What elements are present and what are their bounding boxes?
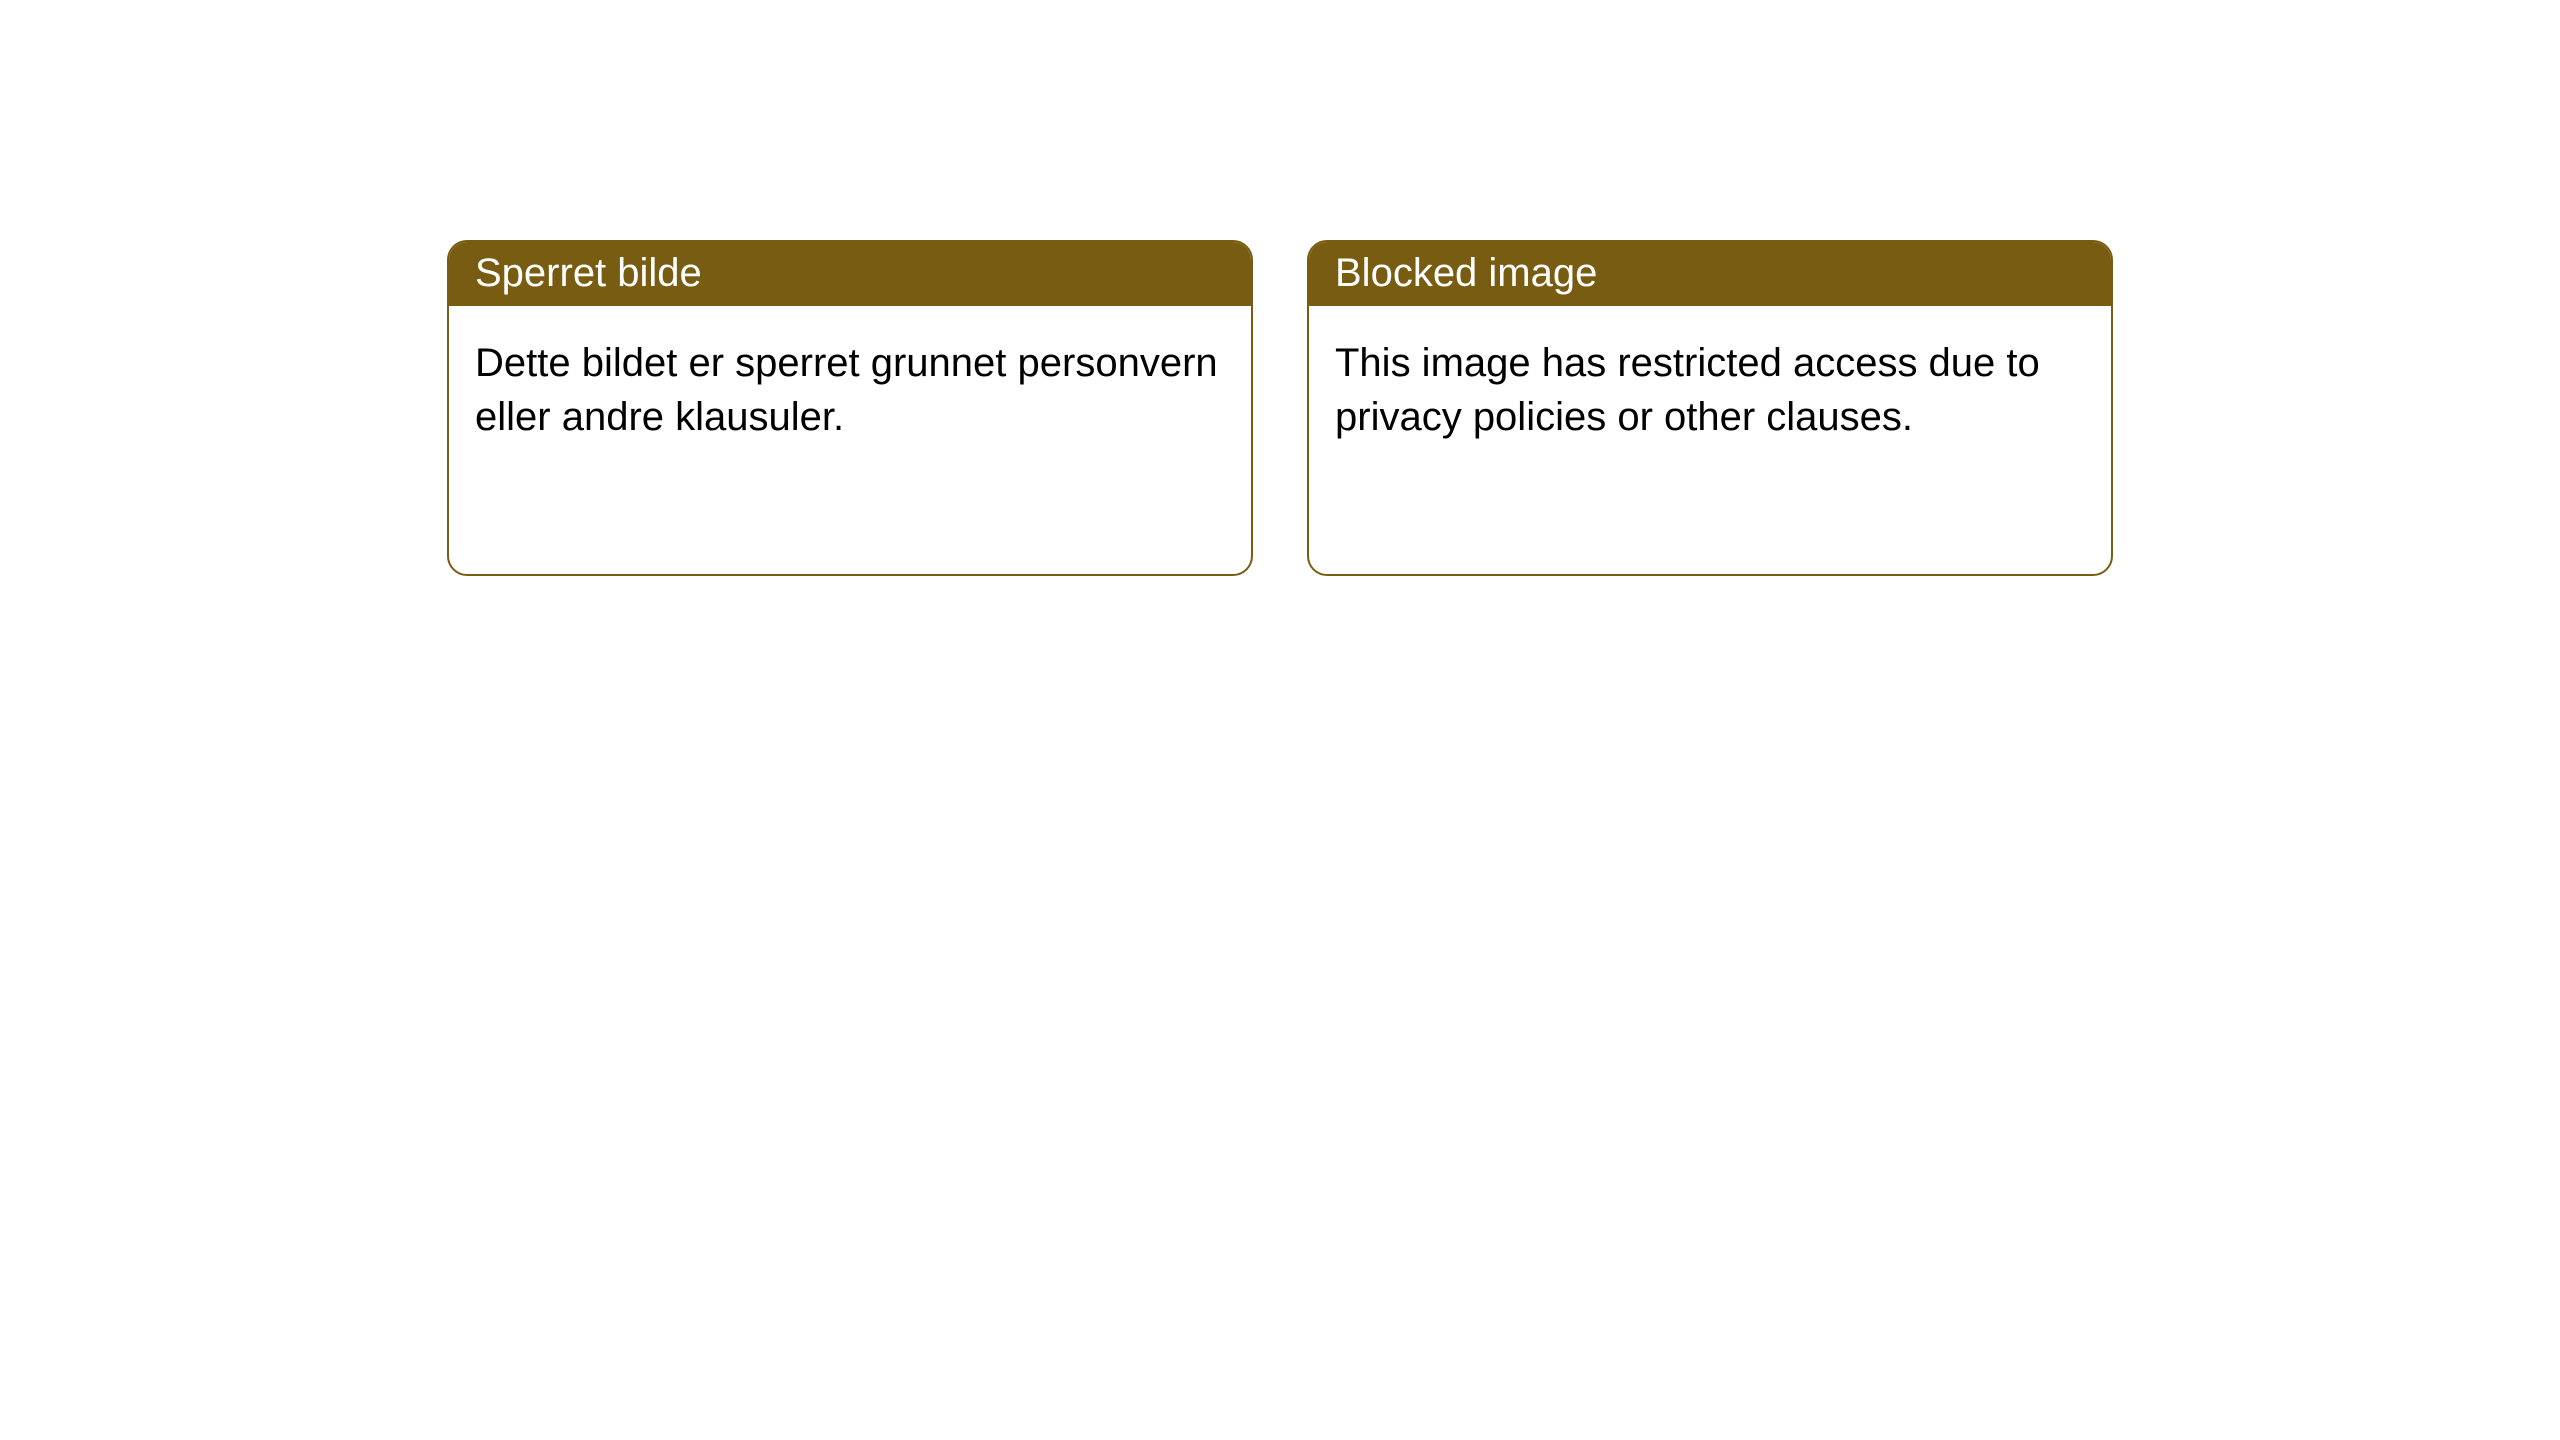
- notice-card-body-no: Dette bildet er sperret grunnet personve…: [449, 306, 1251, 574]
- notice-card-en: Blocked image This image has restricted …: [1307, 240, 2113, 576]
- notice-card-title-en: Blocked image: [1309, 242, 2111, 306]
- notice-card-no: Sperret bilde Dette bildet er sperret gr…: [447, 240, 1253, 576]
- notice-card-body-en: This image has restricted access due to …: [1309, 306, 2111, 574]
- notice-cards-container: Sperret bilde Dette bildet er sperret gr…: [447, 240, 2113, 576]
- notice-card-title-no: Sperret bilde: [449, 242, 1251, 306]
